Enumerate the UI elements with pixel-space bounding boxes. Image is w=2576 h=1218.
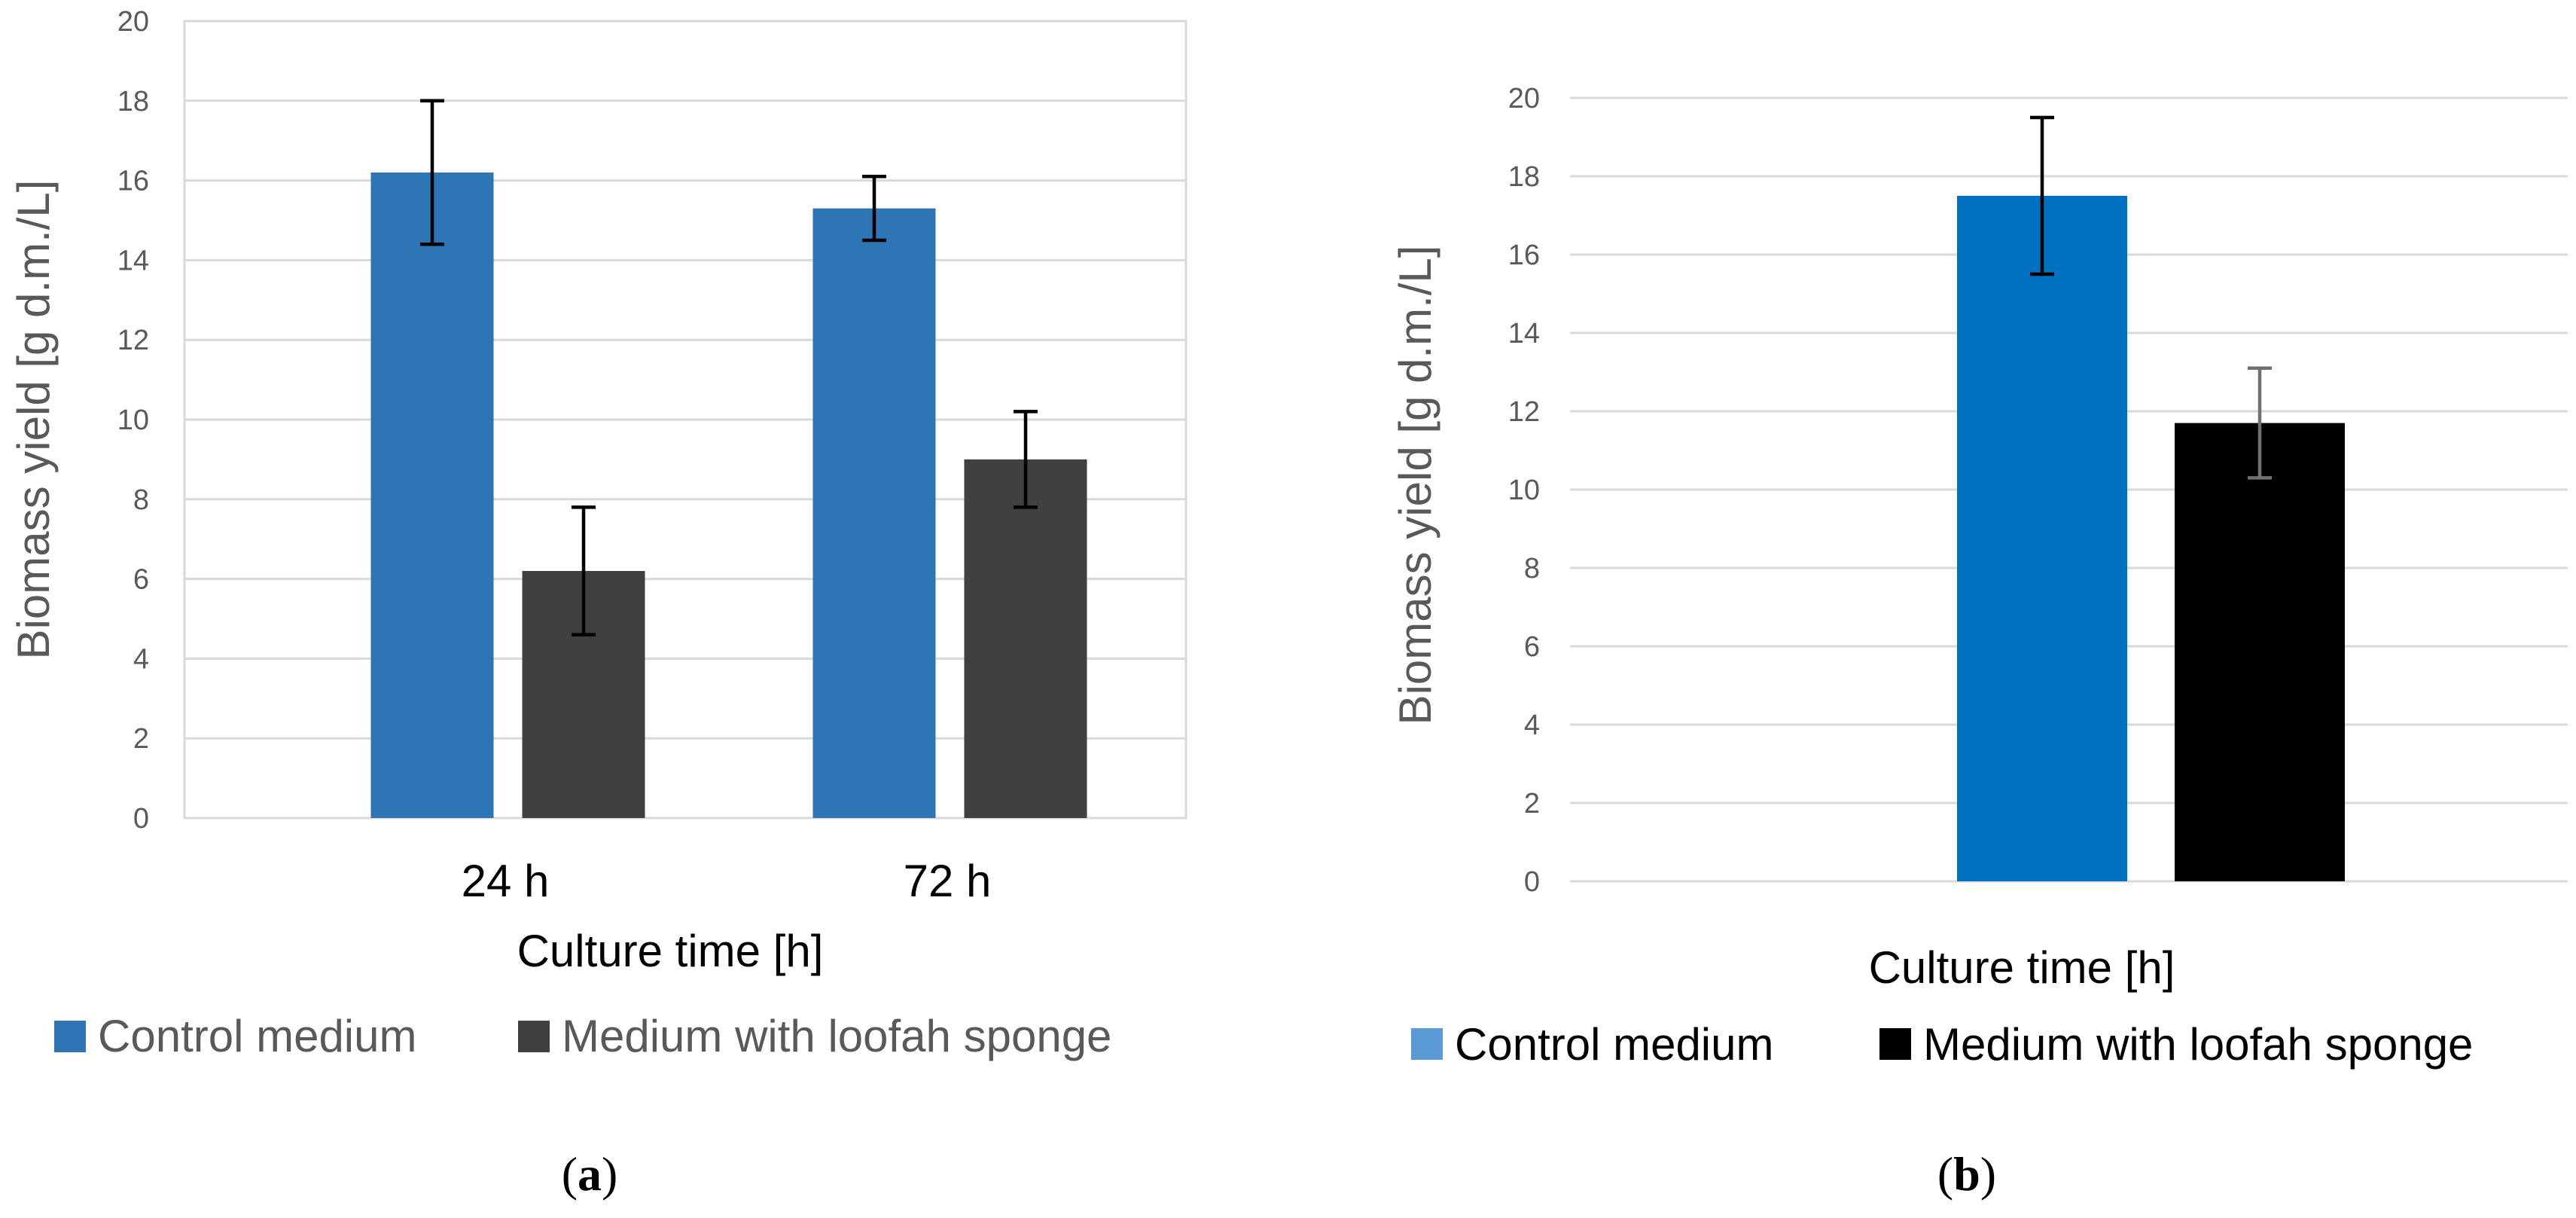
panel-a-bars bbox=[370, 172, 1087, 818]
a-y-tick-2: 2 bbox=[133, 723, 149, 755]
a-error-bar-24h-series1 bbox=[572, 505, 596, 636]
panel-b-legend: Control medium Medium with loofah sponge bbox=[1411, 1019, 2473, 1070]
panel-a-legend-label-control: Control medium bbox=[98, 1011, 417, 1061]
a-y-tick-20: 20 bbox=[117, 6, 149, 38]
a-y-tick-0: 0 bbox=[133, 803, 149, 835]
panel-a-plot-frame bbox=[183, 20, 1187, 820]
b-y-tick-0: 0 bbox=[1524, 866, 1540, 898]
panel-a-legend-swatch-loofah bbox=[518, 1021, 550, 1052]
panel-a-x-axis-title: Culture time [h] bbox=[517, 926, 824, 976]
panel-b-letter: b bbox=[1953, 1147, 1980, 1201]
panel-b-legend-swatch-control bbox=[1411, 1028, 1443, 1060]
b-y-tick-16: 16 bbox=[1508, 240, 1540, 271]
panel-a-legend-label-loofah: Medium with loofah sponge bbox=[562, 1011, 1111, 1061]
a-y-tick-12: 12 bbox=[117, 325, 149, 356]
b-y-tick-8: 8 bbox=[1524, 553, 1540, 585]
panel-a-label: (a) bbox=[562, 1147, 618, 1201]
a-y-tick-6: 6 bbox=[133, 564, 149, 596]
b-y-tick-18: 18 bbox=[1508, 161, 1540, 193]
panel-a-error-bars bbox=[420, 99, 1038, 636]
panel-b-bars bbox=[1957, 196, 2345, 881]
panel-b-y-axis-title: Biomass yield [g d.m./L] bbox=[1390, 246, 1440, 725]
a-y-tick-18: 18 bbox=[117, 86, 149, 118]
a-y-tick-4: 4 bbox=[133, 643, 149, 675]
a-y-tick-8: 8 bbox=[133, 484, 149, 516]
panel-b-legend-swatch-loofah bbox=[1879, 1028, 1911, 1060]
a-y-tick-14: 14 bbox=[117, 245, 149, 276]
panel-b-legend-label-loofah: Medium with loofah sponge bbox=[1923, 1019, 2473, 1070]
a-error-bar-72h-series1 bbox=[1014, 410, 1038, 509]
b-bar-cat0-series1 bbox=[2175, 423, 2345, 881]
b-y-tick-14: 14 bbox=[1508, 318, 1540, 350]
panel-a-y-axis-title: Biomass yield [g d.m./L] bbox=[8, 180, 59, 660]
a-y-tick-16: 16 bbox=[117, 166, 149, 197]
b-bar-cat0-series0 bbox=[1957, 196, 2127, 881]
a-category-label-72h: 72 h bbox=[904, 856, 992, 906]
a-y-tick-10: 10 bbox=[117, 404, 149, 436]
a-error-bar-24h-series0 bbox=[420, 99, 444, 246]
b-y-tick-12: 12 bbox=[1508, 396, 1540, 428]
b-y-tick-20: 20 bbox=[1508, 83, 1540, 114]
panel-b-chart: 0 2 4 6 8 10 12 14 16 18 20 Biomass yield [g d.m./… bbox=[1390, 83, 2568, 1201]
panel-a-legend: Control medium Medium with loofah sponge bbox=[54, 1011, 1111, 1061]
a-error-bar-72h-series0 bbox=[862, 175, 886, 243]
b-y-tick-10: 10 bbox=[1508, 475, 1540, 506]
a-bar-72h-series1 bbox=[964, 459, 1087, 818]
panel-a-chart: 0 2 4 6 8 10 12 14 16 18 20 24 h 72 h Biomass yield… bbox=[8, 6, 1187, 1201]
panel-b-x-axis-title: Culture time [h] bbox=[1869, 942, 2175, 993]
a-bar-24h-series0 bbox=[370, 172, 494, 818]
panel-b-y-tick-labels: 0 2 4 6 8 10 12 14 16 18 20 bbox=[1508, 83, 1540, 898]
b-y-tick-4: 4 bbox=[1524, 710, 1540, 741]
a-bar-72h-series0 bbox=[812, 208, 936, 818]
panel-b-error-bars bbox=[2030, 115, 2272, 480]
b-error-bar-cat0-series0 bbox=[2030, 115, 2054, 276]
b-y-tick-6: 6 bbox=[1524, 631, 1540, 663]
a-category-label-24h: 24 h bbox=[462, 856, 550, 906]
panel-b-legend-label-control: Control medium bbox=[1455, 1019, 1774, 1070]
b-error-bar-cat0-series1 bbox=[2248, 366, 2272, 480]
panel-b-label: (b) bbox=[1937, 1147, 1996, 1201]
panel-a-y-tick-labels: 0 2 4 6 8 10 12 14 16 18 20 bbox=[117, 6, 149, 835]
panel-a-letter: a bbox=[578, 1147, 602, 1201]
panel-a-category-labels: 24 h 72 h bbox=[462, 856, 992, 906]
panel-a-legend-swatch-control bbox=[54, 1021, 86, 1052]
b-y-tick-2: 2 bbox=[1524, 788, 1540, 820]
